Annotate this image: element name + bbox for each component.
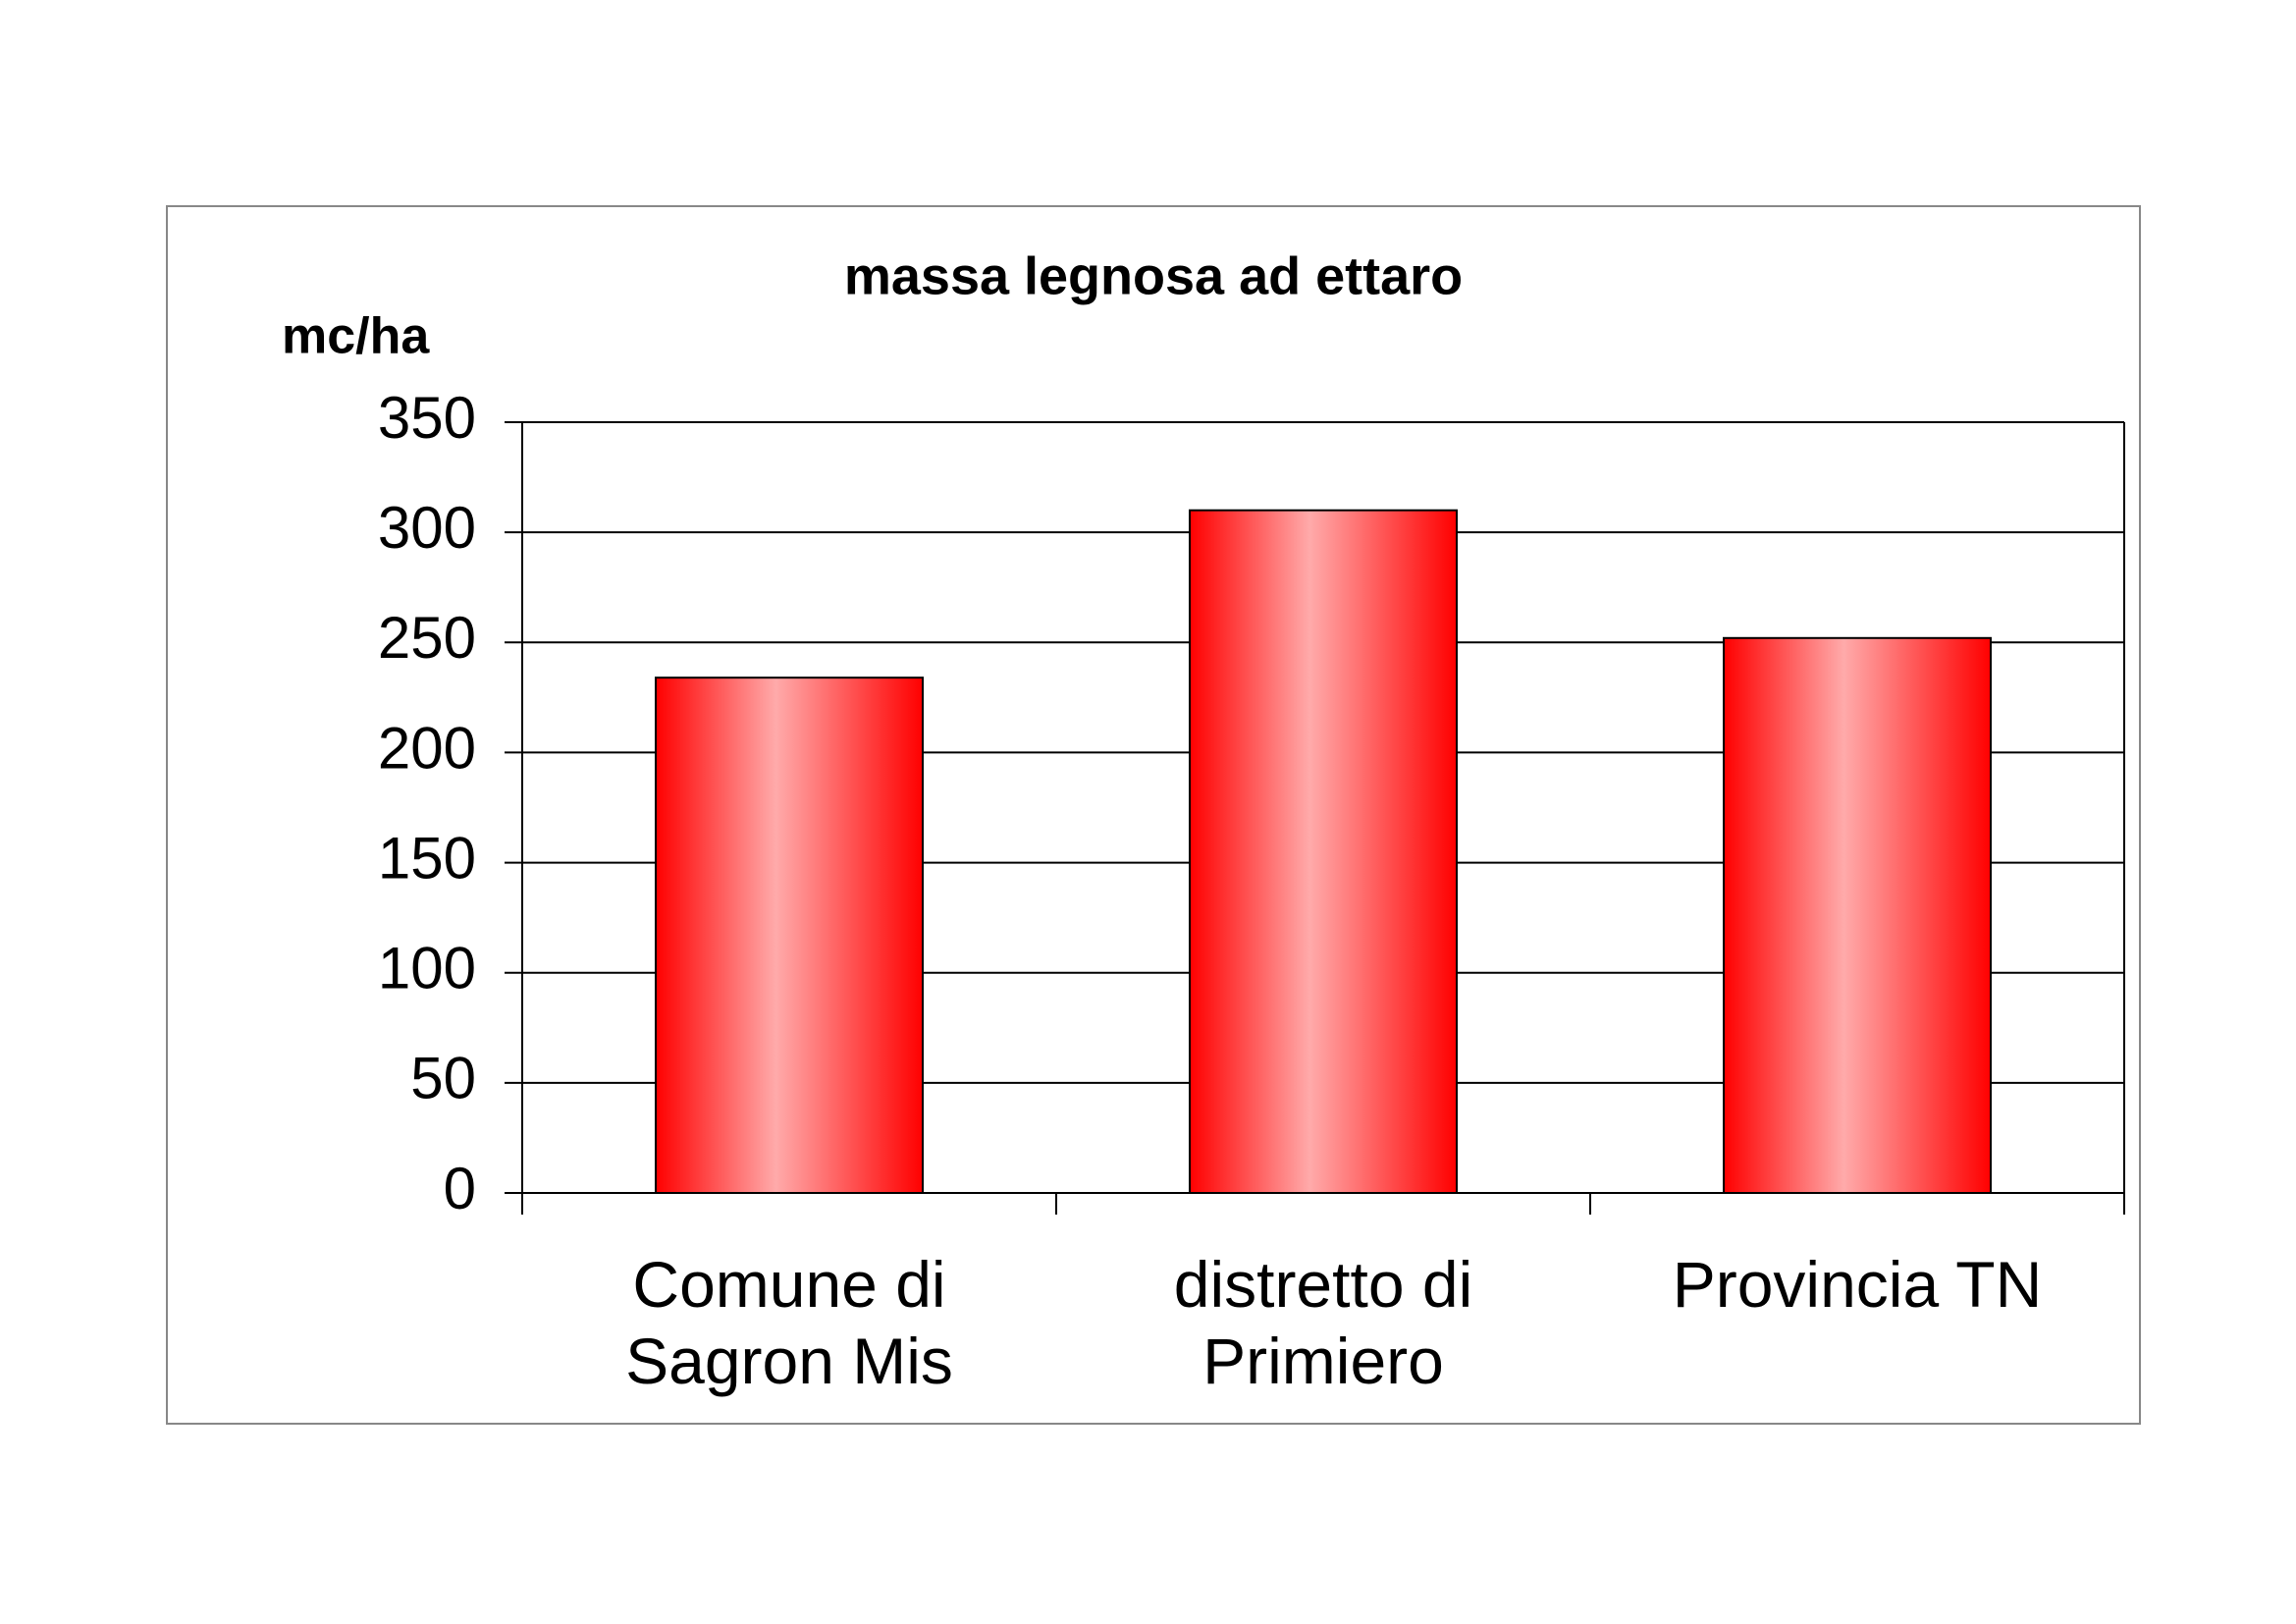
x-tick-label: Comune di Sagron Mis: [625, 1248, 953, 1397]
bar: [1723, 636, 1992, 1194]
x-tick-label: Provincia TN: [1672, 1248, 2043, 1321]
chart-title: massa legnosa ad ettaro: [844, 246, 1463, 305]
y-tick-label: 350: [378, 385, 476, 451]
y-axis-label: mc/ha: [282, 308, 430, 365]
bar: [655, 677, 924, 1194]
x-tick-label: distretto di Primiero: [1173, 1248, 1473, 1397]
y-tick-label: 200: [378, 715, 476, 781]
y-tick-label: 150: [378, 825, 476, 891]
y-tick-label: 50: [410, 1046, 476, 1111]
y-tick-label: 300: [378, 495, 476, 561]
y-tick-label: 100: [378, 936, 476, 1001]
bar: [1189, 509, 1458, 1194]
y-tick-label: 0: [444, 1156, 476, 1221]
y-tick-label: 250: [378, 605, 476, 671]
